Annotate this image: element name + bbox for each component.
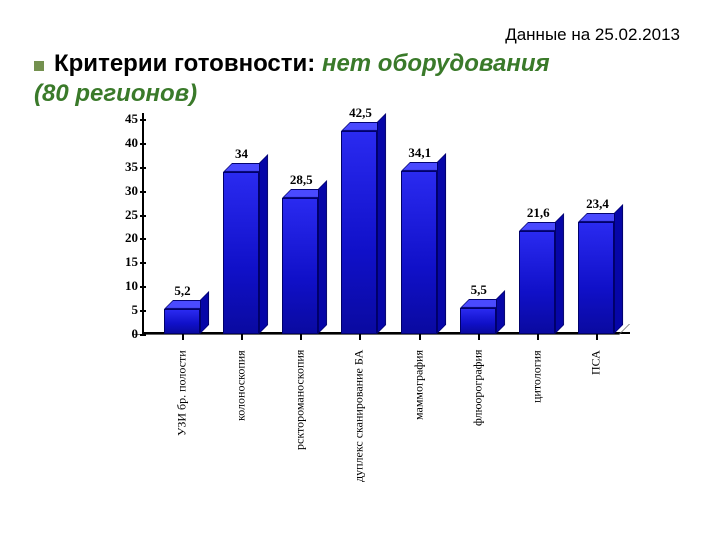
x-tick-mark [241, 334, 243, 340]
y-tick-mark [140, 238, 146, 240]
x-tick-mark [537, 334, 539, 340]
y-tick: 5 [110, 302, 138, 318]
bar-front-face [341, 131, 377, 334]
title-part-2: нет оборудования [315, 50, 549, 77]
y-tick-mark [140, 262, 146, 264]
bar-slot: 34,1 [399, 171, 439, 334]
title-bullet [34, 61, 44, 71]
x-axis-label: ПСА [576, 350, 616, 480]
bars-group: 5,2 34 28,5 42,5 34,1 5,5 21,6 23,4 [152, 119, 626, 334]
x-axis-label: УЗИ бр. полости [162, 350, 202, 480]
title-part-1: Критерии готовности: [54, 50, 315, 77]
bar: 34 [223, 172, 259, 334]
y-tick-mark [140, 167, 146, 169]
x-label-slot: маммография [399, 350, 439, 480]
y-axis [142, 113, 144, 334]
bar-slot: 21,6 [517, 231, 557, 334]
x-axis-label: флюорография [458, 350, 498, 480]
bar: 34,1 [401, 171, 437, 334]
slide: Данные на 25.02.2013 Критерии готовности… [0, 0, 720, 540]
bar-slot: 42,5 [339, 131, 379, 334]
bar-value-label: 42,5 [349, 105, 372, 121]
x-label-slot: рсктороманоскопия [280, 350, 320, 480]
y-tick: 25 [110, 207, 138, 223]
bar: 42,5 [341, 131, 377, 334]
bar-side-face [377, 113, 386, 334]
bar: 5,5 [460, 308, 496, 334]
bar-value-label: 21,6 [527, 205, 550, 221]
bar: 21,6 [519, 231, 555, 334]
y-tick: 45 [110, 111, 138, 127]
bar-side-face [437, 153, 446, 334]
x-tick-mark [182, 334, 184, 340]
bar-chart: 051015202530354045 5,23428,542,534,15,52… [110, 119, 630, 480]
x-tick-mark [300, 334, 302, 340]
bar-front-face [460, 308, 496, 334]
y-tick: 20 [110, 230, 138, 246]
bar-side-face [318, 180, 327, 334]
y-tick: 35 [110, 159, 138, 175]
x-label-slot: УЗИ бр. полости [162, 350, 202, 480]
bar-front-face [282, 198, 318, 334]
x-label-slot: флюорография [458, 350, 498, 480]
page-title: Критерии готовности: нет оборудования (8… [34, 49, 690, 109]
bar-value-label: 34,1 [408, 145, 431, 161]
bar-slot: 5,5 [458, 308, 498, 334]
x-axis-label: цитология [517, 350, 557, 480]
bar: 28,5 [282, 198, 318, 334]
data-date: Данные на 25.02.2013 [30, 25, 680, 45]
bar-slot: 23,4 [576, 222, 616, 334]
x-axis-label: маммография [399, 350, 439, 480]
bar-side-face [614, 204, 623, 334]
bar-front-face [164, 309, 200, 334]
x-axis-label: рсктороманоскопия [280, 350, 320, 480]
y-tick-mark [140, 143, 146, 145]
x-tick-mark [478, 334, 480, 340]
bar-side-face [259, 154, 268, 334]
bar-value-label: 28,5 [290, 172, 313, 188]
y-tick-mark [140, 310, 146, 312]
bar-value-label: 5,2 [174, 283, 190, 299]
x-tick-mark [596, 334, 598, 340]
bar-slot: 28,5 [280, 198, 320, 334]
bar-value-label: 34 [235, 146, 248, 162]
x-label-slot: дуплекс сканирование БА [339, 350, 379, 480]
y-tick: 30 [110, 183, 138, 199]
bar: 5,2 [164, 309, 200, 334]
x-label-slot: ПСА [576, 350, 616, 480]
bar-value-label: 5,5 [471, 282, 487, 298]
x-tick-mark [359, 334, 361, 340]
y-tick: 10 [110, 278, 138, 294]
x-tick-mark [419, 334, 421, 340]
bar-side-face [496, 290, 505, 334]
bar-front-face [578, 222, 614, 334]
bar: 23,4 [578, 222, 614, 334]
y-tick-mark [140, 191, 146, 193]
y-tick-mark [140, 334, 146, 336]
y-tick: 0 [110, 326, 138, 342]
bar-value-label: 23,4 [586, 196, 609, 212]
x-axis-label: дуплекс сканирование БА [339, 350, 379, 480]
y-tick-mark [140, 119, 146, 121]
bar-front-face [519, 231, 555, 334]
bar-slot: 34 [221, 172, 261, 334]
bar-side-face [200, 291, 209, 334]
bar-front-face [401, 171, 437, 334]
x-axis-label: колоноскопия [221, 350, 261, 480]
y-tick: 40 [110, 135, 138, 151]
chart-plot-area: 051015202530354045 5,23428,542,534,15,52… [110, 119, 630, 334]
y-tick-mark [140, 286, 146, 288]
x-label-slot: цитология [517, 350, 557, 480]
bar-side-face [555, 213, 564, 334]
y-tick-mark [140, 215, 146, 217]
x-labels-group: УЗИ бр. полости колоноскопия рсктороманоск… [152, 350, 626, 480]
y-tick: 15 [110, 254, 138, 270]
x-label-slot: колоноскопия [221, 350, 261, 480]
bar-front-face [223, 172, 259, 334]
bar-slot: 5,2 [162, 309, 202, 334]
